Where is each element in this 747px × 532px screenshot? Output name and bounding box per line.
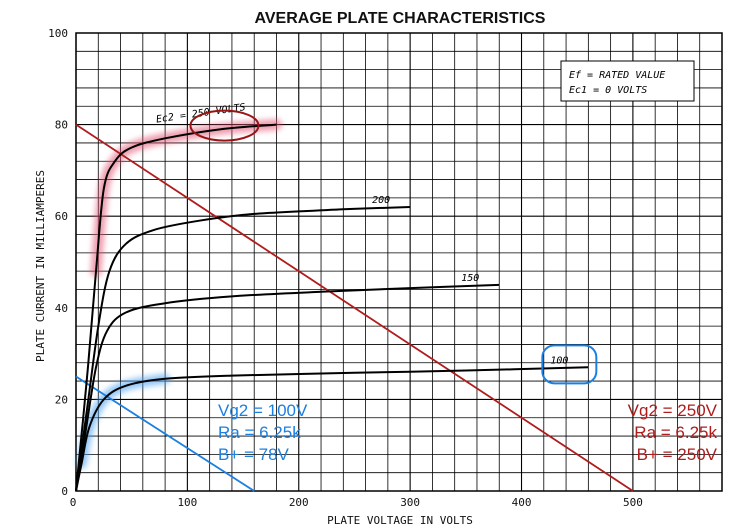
x-axis-label: PLATE VOLTAGE IN VOLTS	[327, 514, 473, 527]
load-line	[75, 123, 634, 492]
conditions-line-2: Ec1 = 0 VOLTS	[569, 85, 647, 96]
y-axis-label: PLATE CURRENT IN MILLIAMPERES	[34, 170, 47, 362]
blue-label-circle	[541, 344, 598, 385]
x-tick-label: 500	[623, 496, 643, 509]
plot-frame	[75, 32, 723, 492]
load-line-label: B+ = 250V	[637, 445, 718, 464]
load-line-label: Ra = 6.25k	[218, 423, 301, 442]
y-tick-label: 100	[48, 27, 68, 40]
blue-highlight-glow	[76, 373, 171, 469]
load-line-label: Vg2 = 250V	[628, 401, 718, 420]
y-tick-label: 60	[55, 210, 68, 223]
x-tick-label: 200	[289, 496, 309, 509]
y-tick-label: 0	[61, 485, 68, 498]
grid	[75, 32, 723, 492]
curve-label: 150	[461, 273, 479, 284]
conditions-line-1: Ef = RATED VALUE	[569, 70, 665, 81]
load-line-labels: Vg2 = 250V Ra = 6.25k B+ = 250V Vg2 = 100V R…	[218, 401, 718, 464]
x-tick-label: 0	[70, 496, 77, 509]
y-tick-label: 20	[55, 393, 68, 406]
plate-curve	[75, 206, 411, 492]
x-tick-labels: 0 100 200 300 400 500	[70, 496, 643, 509]
chart-title: AVERAGE PLATE CHARACTERISTICS	[255, 10, 546, 27]
curve-label: 200	[372, 195, 390, 206]
load-line-label: Ra = 6.25k	[634, 423, 717, 442]
y-tick-label: 40	[55, 302, 68, 315]
load-line	[75, 375, 255, 492]
load-line-label: Vg2 = 100V	[218, 401, 308, 420]
curve-label: 100	[550, 355, 568, 366]
red-label-circle	[189, 109, 260, 142]
x-tick-label: 300	[400, 496, 420, 509]
conditions-box: Ef = RATED VALUE Ec1 = 0 VOLTS	[560, 60, 695, 102]
x-tick-label: 100	[177, 496, 197, 509]
x-tick-label: 400	[512, 496, 532, 509]
y-tick-label: 80	[55, 119, 68, 132]
y-tick-labels: 0 20 40 60 80 100	[48, 27, 68, 498]
plate-curve	[75, 283, 500, 492]
plate-curve	[75, 366, 589, 492]
load-lines	[75, 123, 634, 492]
load-line-label: B+ = 78V	[218, 445, 290, 464]
